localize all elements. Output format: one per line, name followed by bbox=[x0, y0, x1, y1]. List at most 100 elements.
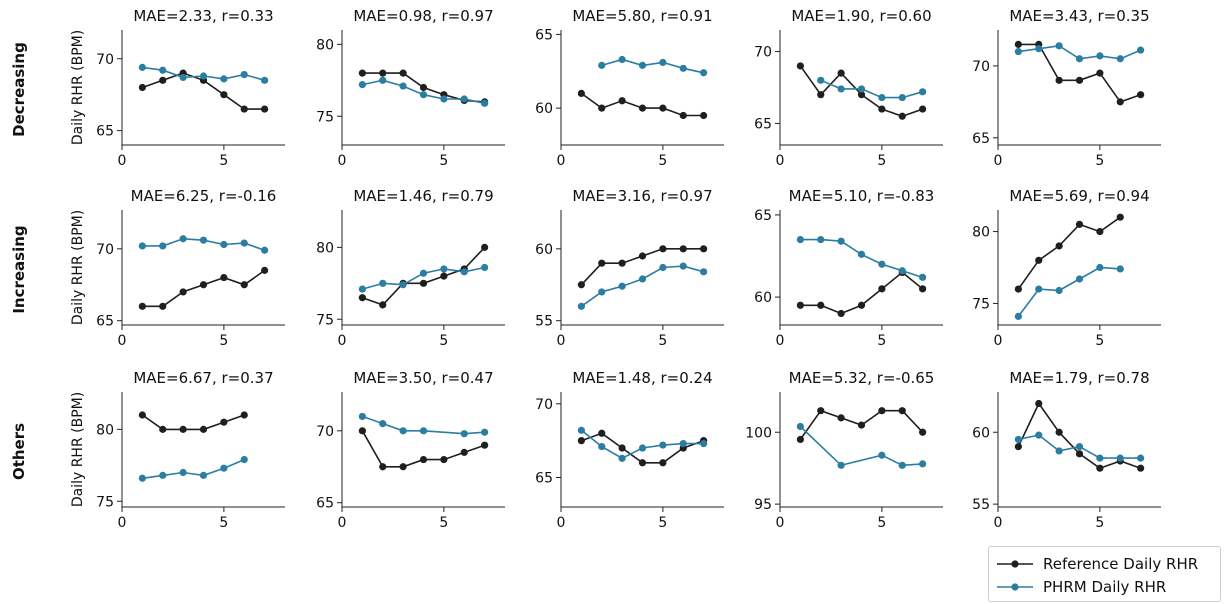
reference-point bbox=[1035, 399, 1043, 408]
reference-point bbox=[1075, 450, 1084, 458]
phrm-point bbox=[419, 269, 428, 277]
phrm-point bbox=[399, 281, 407, 289]
phrm-point bbox=[379, 279, 387, 287]
phrm-point bbox=[919, 460, 927, 468]
reference-point bbox=[460, 448, 468, 456]
phrm-point bbox=[261, 76, 269, 84]
reference-point bbox=[700, 245, 708, 253]
reference-point bbox=[1116, 213, 1124, 221]
phrm-point bbox=[1014, 435, 1022, 444]
phrm-point bbox=[199, 236, 208, 244]
reference-point bbox=[159, 76, 167, 84]
phrm-point bbox=[199, 72, 208, 80]
x-tick-label: 0 bbox=[118, 153, 127, 169]
reference-point bbox=[817, 407, 825, 415]
phrm-point bbox=[700, 69, 708, 77]
phrm-point bbox=[679, 262, 687, 270]
reference-point bbox=[796, 301, 804, 309]
reference-point bbox=[220, 418, 228, 426]
phrm-series-line bbox=[601, 58, 704, 74]
reference-point bbox=[598, 259, 606, 267]
reference-point bbox=[481, 441, 489, 449]
x-tick-label: 0 bbox=[994, 153, 1003, 169]
phrm-point bbox=[577, 302, 585, 310]
phrm-point bbox=[618, 454, 626, 462]
x-tick-label: 0 bbox=[338, 515, 347, 531]
reference-point bbox=[638, 252, 647, 260]
y-tick-label: 65 bbox=[96, 314, 114, 330]
reference-point bbox=[898, 112, 906, 120]
phrm-point bbox=[577, 426, 585, 434]
y-tick-label: 60 bbox=[535, 242, 553, 258]
phrm-point bbox=[379, 76, 387, 84]
phrm-point bbox=[1137, 46, 1145, 54]
reference-series-line bbox=[1017, 216, 1121, 290]
panel-title: MAE=1.90, r=0.60 bbox=[791, 7, 931, 25]
reference-point bbox=[240, 281, 248, 289]
y-tick-label: 80 bbox=[972, 225, 990, 241]
reference-point bbox=[598, 429, 606, 437]
phrm-point bbox=[481, 99, 489, 107]
phrm-point bbox=[358, 285, 366, 293]
phrm-point bbox=[138, 242, 146, 250]
phrm-point bbox=[179, 468, 187, 477]
reference-point bbox=[1055, 242, 1063, 250]
phrm-series-line bbox=[580, 265, 704, 307]
x-tick-label: 5 bbox=[658, 153, 667, 169]
reference-point bbox=[878, 105, 886, 113]
panel-title: MAE=3.50, r=0.47 bbox=[353, 369, 493, 387]
y-tick-label: 70 bbox=[316, 424, 334, 440]
reference-point bbox=[679, 111, 687, 120]
phrm-point bbox=[1075, 55, 1084, 63]
reference-point bbox=[261, 266, 269, 274]
reference-point bbox=[358, 427, 366, 435]
reference-point bbox=[1137, 464, 1145, 472]
reference-point bbox=[817, 91, 825, 99]
reference-point bbox=[399, 463, 407, 471]
y-tick-label: 60 bbox=[535, 101, 553, 117]
panel-title: MAE=6.67, r=0.37 bbox=[133, 369, 273, 387]
reference-point bbox=[618, 259, 626, 267]
reference-point bbox=[419, 455, 428, 464]
reference-point bbox=[379, 463, 387, 471]
x-tick-label: 0 bbox=[557, 333, 566, 349]
x-tick-label: 5 bbox=[439, 333, 448, 349]
y-tick-label: 65 bbox=[535, 27, 553, 43]
x-tick-label: 5 bbox=[877, 153, 886, 169]
reference-point bbox=[1096, 464, 1104, 472]
reference-point bbox=[1137, 91, 1145, 99]
y-tick-label: 70 bbox=[972, 59, 990, 75]
reference-series-line bbox=[141, 414, 245, 431]
x-tick-label: 5 bbox=[439, 153, 448, 169]
phrm-point bbox=[679, 440, 687, 448]
phrm-series-line bbox=[1017, 266, 1121, 317]
x-tick-label: 5 bbox=[1095, 153, 1104, 169]
y-axis-label: Daily RHR (BPM) bbox=[70, 30, 86, 145]
reference-point bbox=[638, 104, 647, 112]
reference-point bbox=[638, 459, 647, 467]
phrm-point bbox=[1096, 52, 1104, 60]
row-label: Increasing bbox=[10, 225, 28, 313]
y-tick-label: 65 bbox=[316, 496, 334, 512]
reference-point bbox=[700, 111, 708, 120]
phrm-point bbox=[240, 239, 248, 247]
reference-point bbox=[1075, 76, 1084, 84]
phrm-point bbox=[1055, 42, 1063, 50]
legend-label-reference: Reference Daily RHR bbox=[1043, 555, 1199, 573]
phrm-point bbox=[796, 235, 804, 244]
panel-title: MAE=5.10, r=-0.83 bbox=[789, 187, 935, 205]
phrm-point bbox=[638, 444, 647, 452]
phrm-point bbox=[1035, 285, 1043, 293]
phrm-series-line bbox=[142, 458, 245, 480]
reference-point bbox=[399, 69, 407, 77]
reference-point bbox=[837, 69, 845, 77]
reference-point bbox=[379, 301, 387, 309]
reference-point bbox=[857, 301, 866, 309]
reference-point bbox=[440, 455, 448, 464]
legend-item-reference: Reference Daily RHR bbox=[989, 552, 1220, 576]
phrm-point bbox=[857, 85, 866, 93]
y-tick-label: 80 bbox=[316, 240, 334, 256]
phrm-point bbox=[419, 91, 428, 99]
reference-point bbox=[837, 414, 845, 422]
x-tick-label: 5 bbox=[1095, 333, 1104, 349]
